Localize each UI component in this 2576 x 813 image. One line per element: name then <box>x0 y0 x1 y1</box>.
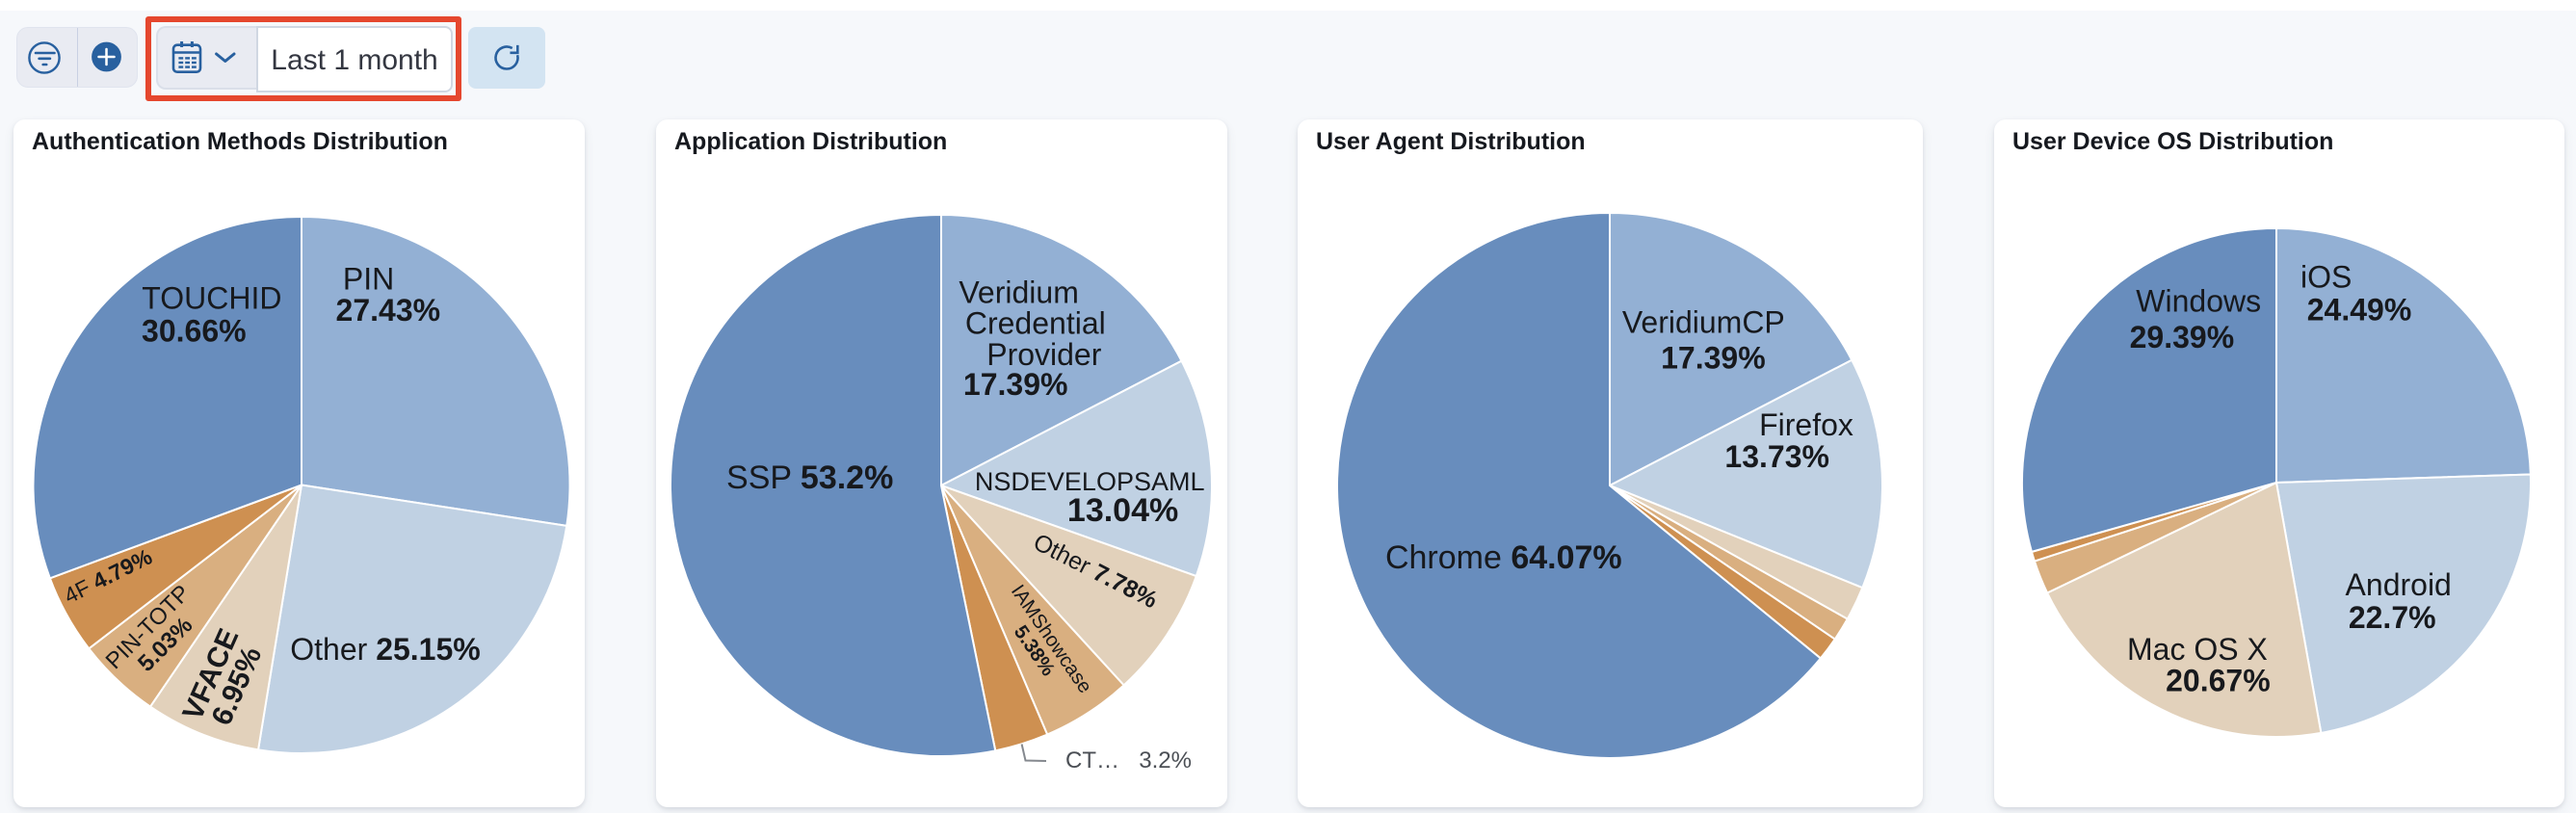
svg-text:13.73%: 13.73% <box>1724 439 1829 474</box>
svg-text:13.04%: 13.04% <box>1067 492 1178 529</box>
svg-text:22.7%: 22.7% <box>2349 600 2436 635</box>
svg-text:Windows: Windows <box>2136 284 2261 319</box>
svg-text:Credential: Credential <box>965 306 1106 341</box>
svg-text:SSP 53.2%: SSP 53.2% <box>726 459 893 496</box>
svg-text:iOS: iOS <box>2300 259 2352 294</box>
svg-text:20.67%: 20.67% <box>2166 664 2271 698</box>
svg-text:27.43%: 27.43% <box>336 293 441 328</box>
svg-text:Android: Android <box>2346 567 2452 602</box>
svg-text:30.66%: 30.66% <box>142 313 247 348</box>
svg-text:TOUCHID: TOUCHID <box>142 281 281 316</box>
svg-text:Other 25.15%: Other 25.15% <box>290 632 480 667</box>
svg-text:NSDEVELOPSAML: NSDEVELOPSAML <box>975 467 1205 496</box>
svg-text:VeridiumCP: VeridiumCP <box>1622 305 1785 340</box>
svg-text:Mac OS X: Mac OS X <box>2127 632 2268 667</box>
svg-text:Provider: Provider <box>986 337 1102 372</box>
svg-text:17.39%: 17.39% <box>1661 340 1766 375</box>
svg-text:3.2%: 3.2% <box>1139 747 1192 774</box>
svg-text:29.39%: 29.39% <box>2130 320 2235 354</box>
svg-text:17.39%: 17.39% <box>963 367 1068 402</box>
svg-text:Veridium: Veridium <box>959 275 1079 310</box>
svg-text:Chrome 64.07%: Chrome 64.07% <box>1385 539 1622 576</box>
svg-text:PIN: PIN <box>343 261 394 296</box>
svg-text:Firefox: Firefox <box>1759 407 1853 442</box>
svg-text:CT…: CT… <box>1065 747 1119 774</box>
svg-text:24.49%: 24.49% <box>2307 292 2412 327</box>
